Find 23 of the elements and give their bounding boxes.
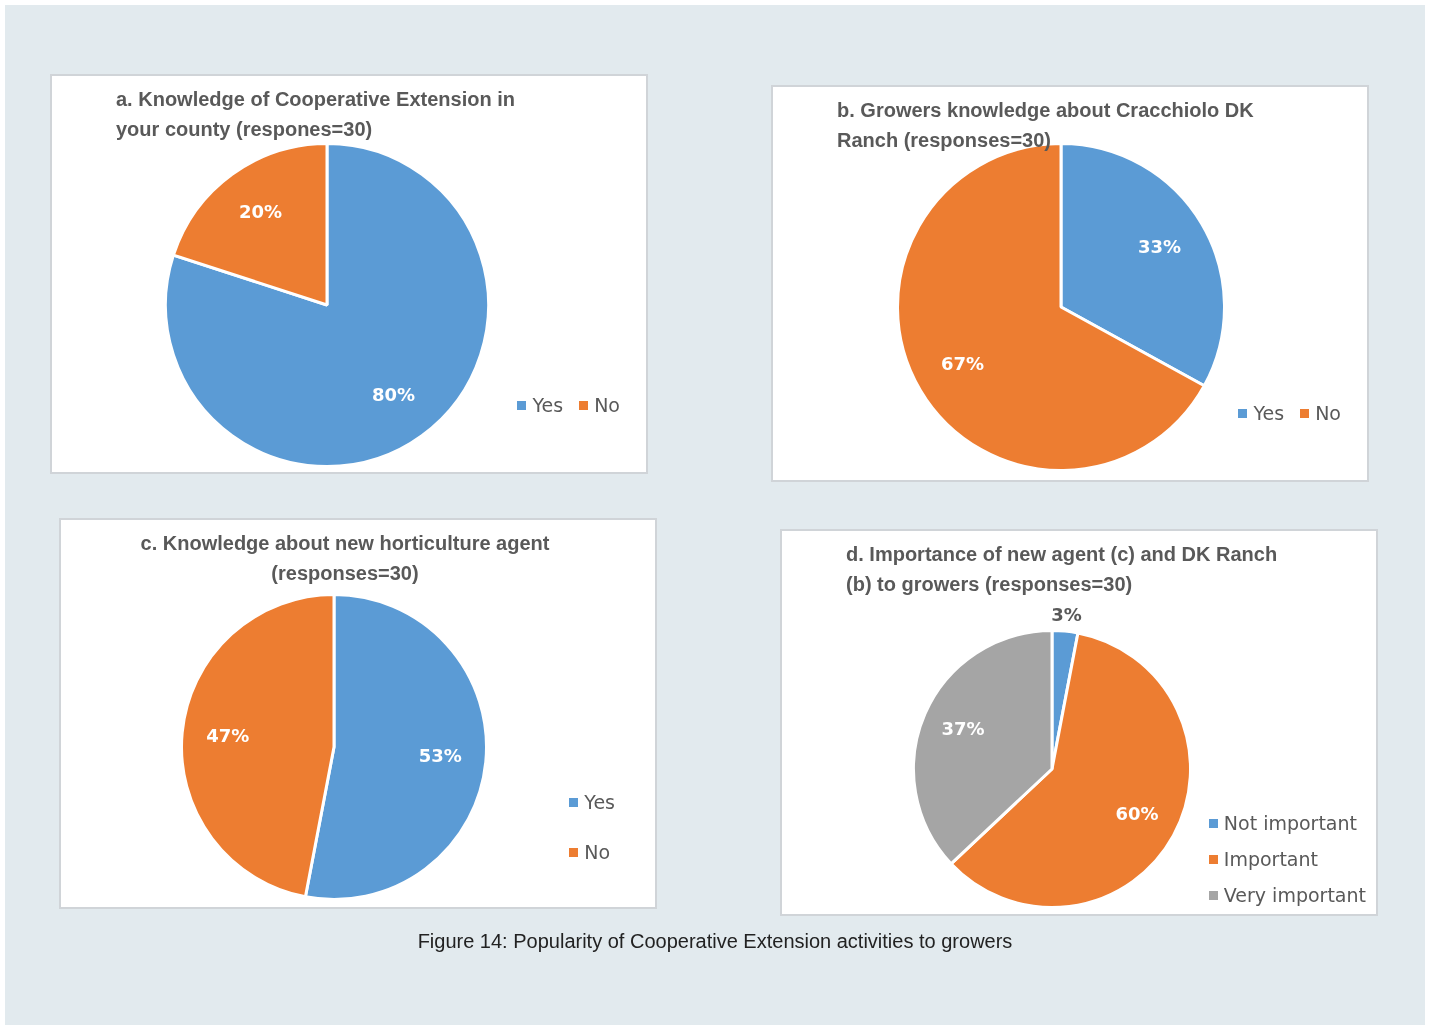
- legend-label: Yes: [583, 790, 615, 815]
- chart-title: d. Importance of new agent (c) and DK Ranch (b) to growers (responses=30): [846, 542, 1279, 597]
- legend-label: Yes: [1252, 402, 1285, 424]
- chart-title: b. Growers knowledge about Cracchiolo DK Ranch (responses=30): [837, 98, 1255, 153]
- legend-label: No: [583, 840, 612, 865]
- data-label: 53%: [418, 744, 462, 766]
- data-label: 67%: [940, 352, 985, 374]
- data-label: 33%: [1137, 236, 1182, 258]
- data-label: 60%: [1115, 803, 1159, 825]
- legend-label: No: [1314, 402, 1341, 424]
- caption: Figure 14: Popularity of Cooperative Extension activities to growers: [416, 930, 1014, 953]
- chart-title: c. Knowledge about new horticulture agent (responses=30): [139, 531, 551, 586]
- legend-label: No: [593, 394, 620, 416]
- data-label: 20%: [239, 201, 283, 223]
- data-label: 80%: [371, 384, 415, 406]
- data-label: 3%: [1051, 603, 1082, 625]
- data-label: 47%: [206, 724, 250, 746]
- legend-label: Important: [1222, 848, 1319, 870]
- legend-label: Yes: [531, 394, 564, 416]
- legend-label: Very important: [1222, 884, 1366, 906]
- legend-label: Not important: [1222, 812, 1358, 834]
- data-label: 37%: [941, 718, 985, 740]
- chart-title: a. Knowledge of Cooperative Extension in your county (respones=30): [116, 87, 516, 142]
